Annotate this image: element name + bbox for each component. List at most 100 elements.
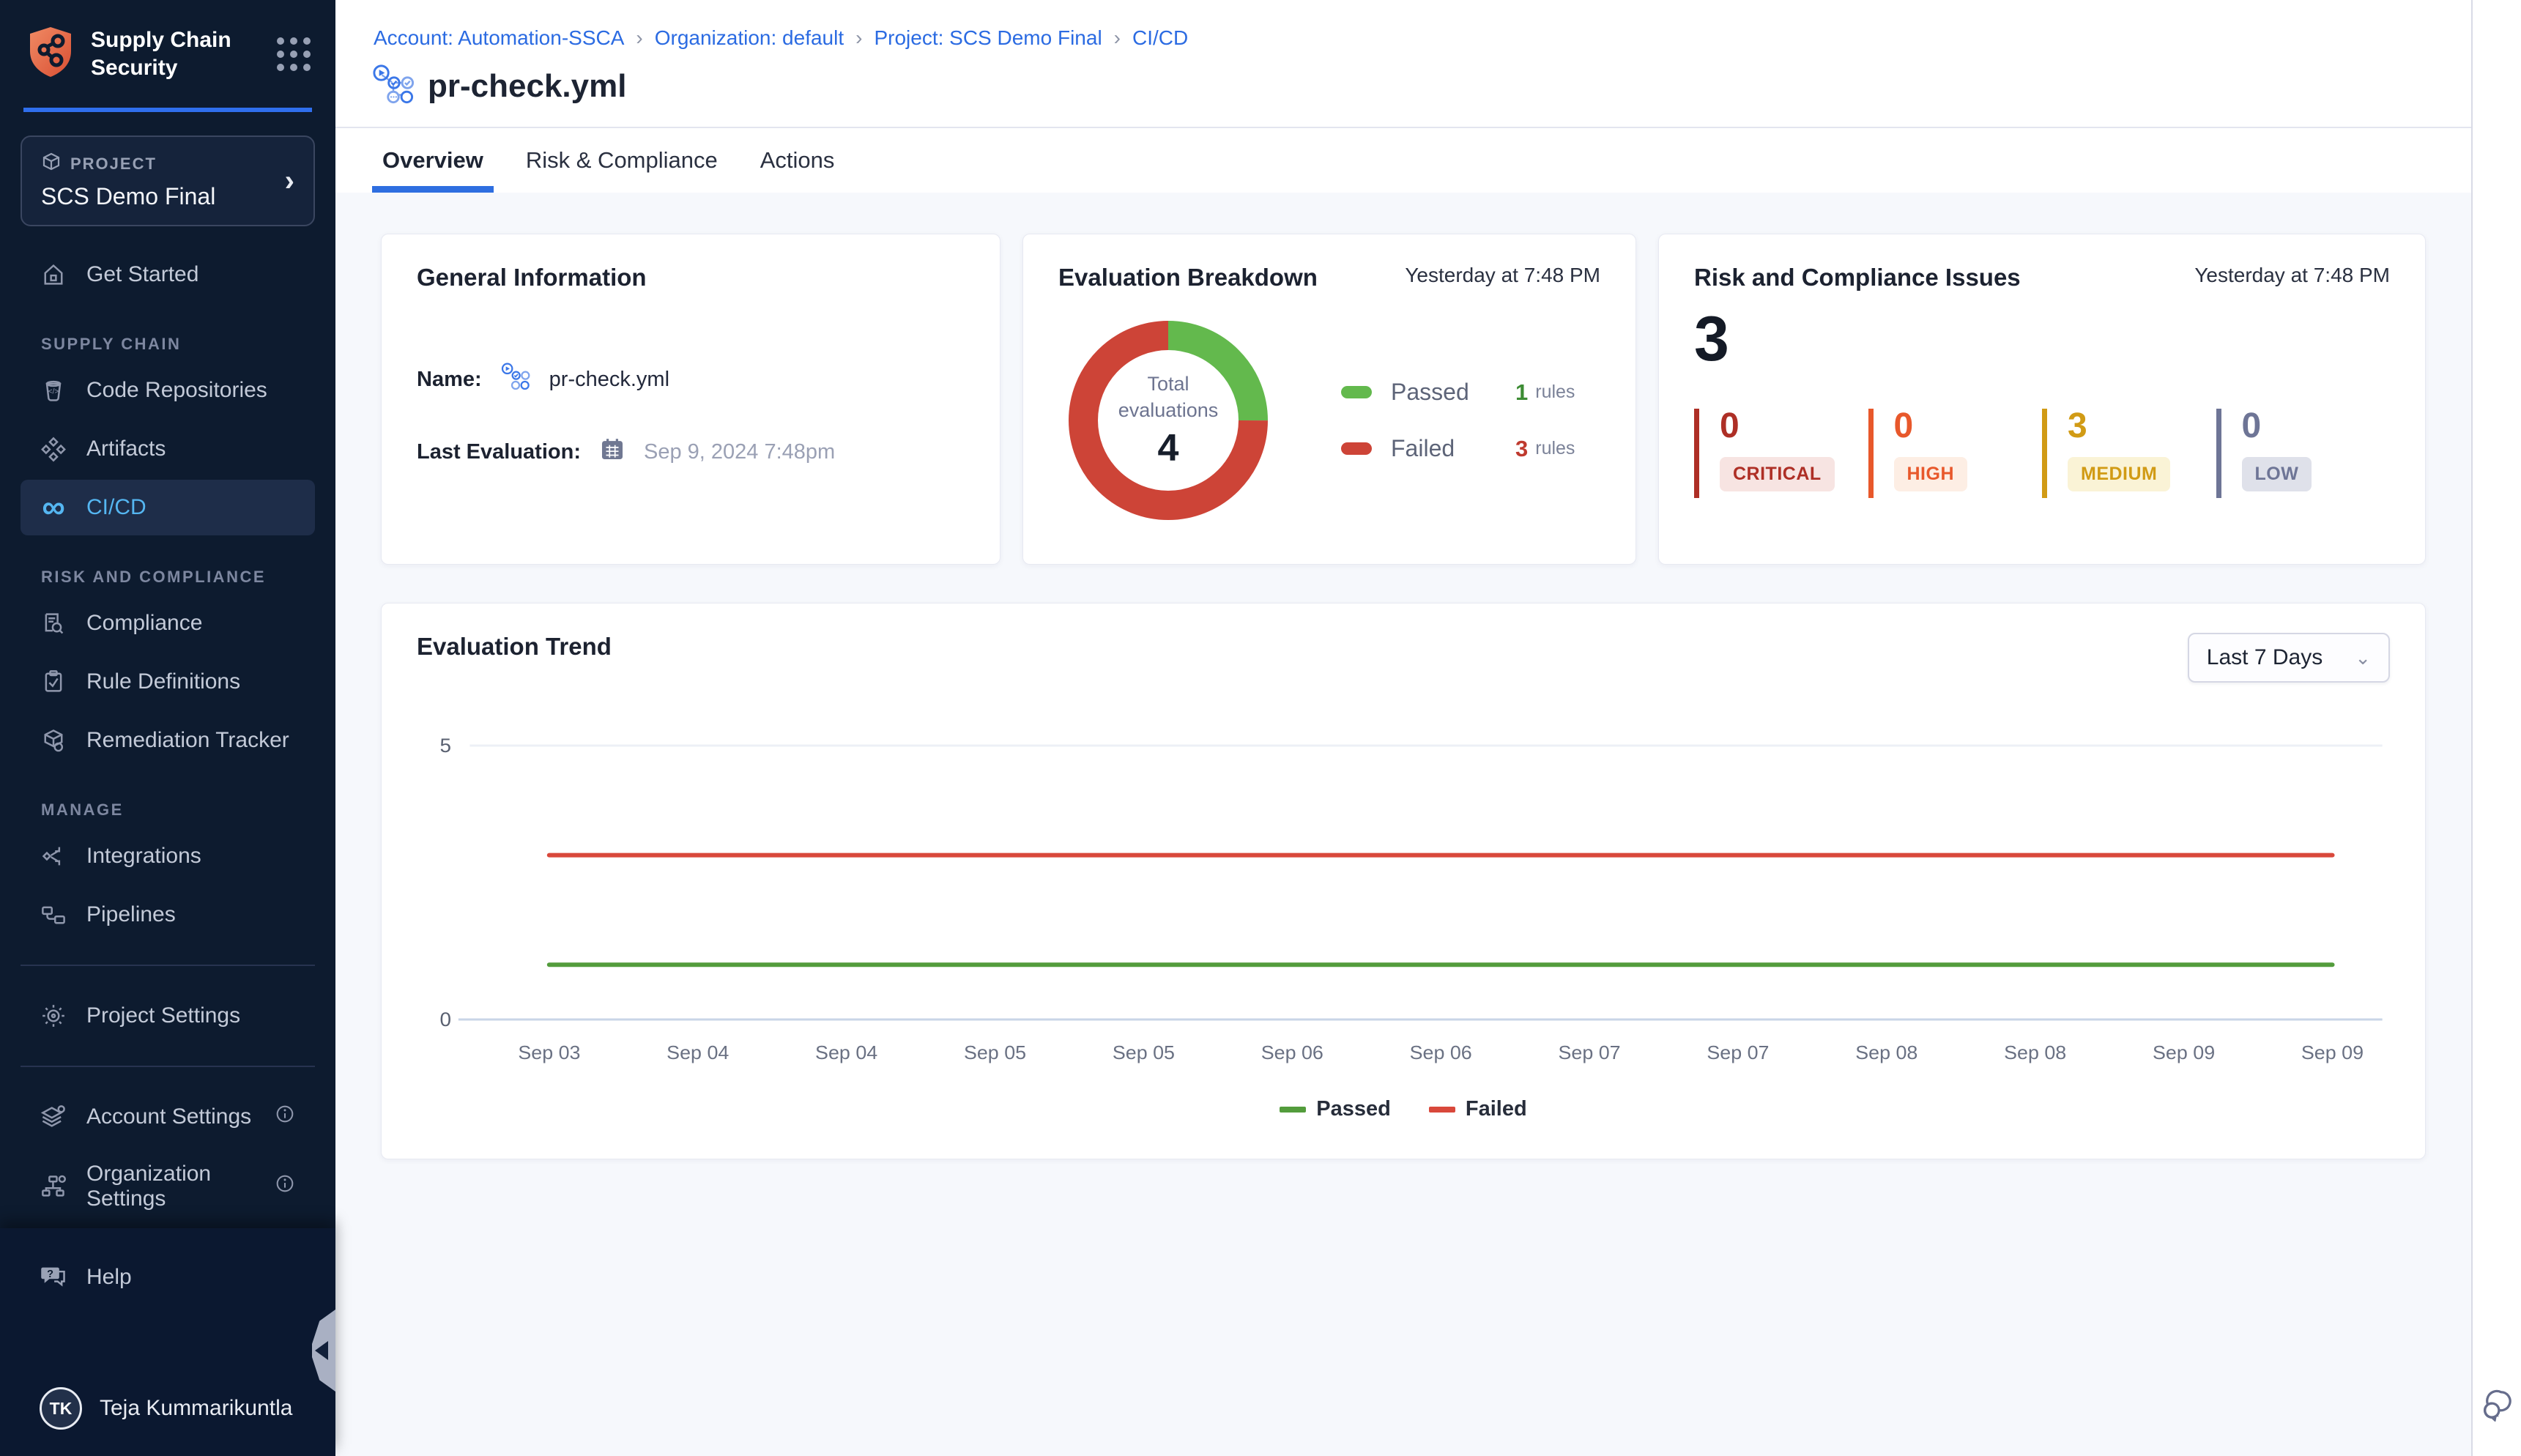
severity-breakdown: 0 CRITICAL 0 HIGH 3 MEDIUM 0 LOW — [1694, 409, 2390, 498]
svg-text:Sep 03: Sep 03 — [518, 1041, 580, 1063]
critical-badge: CRITICAL — [1720, 457, 1835, 491]
sidebar-item-help[interactable]: ? Help — [21, 1256, 315, 1299]
legend-label: Passed — [1391, 379, 1469, 405]
project-selector[interactable]: PROJECT SCS Demo Final › — [21, 135, 315, 227]
sidebar-item-label: Compliance — [86, 611, 203, 636]
breadcrumb-project-link[interactable]: Project: SCS Demo Final — [874, 26, 1102, 49]
passed-pill-icon — [1341, 386, 1372, 398]
sidebar-item-label: Organization Settings — [86, 1162, 212, 1211]
tab-risk-compliance[interactable]: Risk & Compliance — [525, 147, 718, 173]
main-area: Account: Automation-SSCA › Organization: d… — [335, 0, 2471, 1456]
chat-bubbles-icon[interactable] — [2480, 1388, 2514, 1425]
sidebar-item-integrations[interactable]: Integrations — [21, 828, 315, 884]
name-row: Name: pr-check.yml — [417, 362, 965, 397]
info-icon[interactable] — [274, 1173, 296, 1200]
passed-line-swatch — [1280, 1106, 1307, 1113]
sidebar-item-pipelines[interactable]: Pipelines — [21, 887, 315, 943]
legend-unit: rules — [1535, 438, 1575, 458]
sidebar-item-label: Project Settings — [86, 1003, 241, 1028]
tab-overview[interactable]: Overview — [372, 128, 494, 193]
avatar: TK — [40, 1387, 82, 1430]
project-label: PROJECT — [70, 154, 157, 173]
section-risk-and-compliance: RISK AND COMPLIANCE — [41, 568, 267, 587]
svg-text:Sep 09: Sep 09 — [2153, 1041, 2215, 1063]
svg-text:Sep 09: Sep 09 — [2301, 1041, 2364, 1063]
svg-text:0: 0 — [440, 1008, 452, 1030]
timestamp: Yesterday at 7:48 PM — [2194, 264, 2390, 286]
time-range-dropdown[interactable]: Last 7 Days ⌄ — [2187, 633, 2390, 683]
org-hierarchy-gear-icon — [40, 1173, 67, 1200]
sidebar-item-cicd[interactable]: ∞ CI/CD — [21, 480, 315, 536]
trend-legend: Passed Failed — [417, 1097, 2390, 1121]
total-issues-value: 3 — [1694, 304, 1729, 374]
general-information-card: General Information Name: — [381, 234, 1000, 565]
sidebar-item-organization-settings[interactable]: Organization Settings — [21, 1148, 315, 1225]
failed-line-swatch — [1428, 1106, 1455, 1113]
legend-label: Failed — [1465, 1097, 1527, 1121]
card-title: Evaluation Breakdown — [1058, 264, 1318, 291]
critical-count: 0 — [1720, 406, 1740, 445]
sidebar-item-artifacts[interactable]: Artifacts — [21, 421, 315, 477]
section-supply-chain: SUPPLY CHAIN — [41, 335, 182, 354]
sidebar-item-account-settings[interactable]: Account Settings — [21, 1089, 315, 1145]
severity-low: 0 LOW — [2216, 409, 2391, 498]
sidebar-item-label: Account Settings — [86, 1104, 252, 1129]
infinity-icon: ∞ — [42, 489, 65, 526]
sidebar-item-code-repositories[interactable]: </> Code Repositories — [21, 363, 315, 418]
sidebar-nav: Get Started SUPPLY CHAIN </> Code Reposi… — [0, 234, 335, 1228]
sidebar-footer: ? Help TK Teja Kummarikuntla — [0, 1228, 335, 1456]
medium-count: 3 — [2068, 406, 2087, 445]
legend-value: 3 — [1515, 435, 1529, 461]
severity-critical: 0 CRITICAL — [1694, 409, 1868, 498]
chevron-down-icon: ⌄ — [2355, 646, 2371, 669]
legend-passed: Passed — [1280, 1097, 1391, 1121]
svg-text:Sep 07: Sep 07 — [1707, 1041, 1769, 1063]
timestamp: Yesterday at 7:48 PM — [1405, 264, 1600, 286]
help-chat-icon: ? — [40, 1263, 67, 1291]
divider — [21, 1066, 315, 1068]
layers-gear-icon — [40, 1103, 67, 1131]
right-rail — [2471, 0, 2521, 1456]
supply-chain-security-logo-icon — [26, 25, 75, 83]
breadcrumb-separator: › — [1113, 26, 1121, 49]
pipeline-icon — [372, 63, 415, 109]
legend-value: 1 — [1515, 379, 1529, 405]
last-evaluation-label: Last Evaluation: — [417, 439, 581, 464]
cube-icon — [41, 152, 62, 176]
code-repository-icon: </> — [40, 376, 67, 404]
sidebar-item-label: CI/CD — [86, 495, 146, 520]
user-profile[interactable]: TK Teja Kummarikuntla — [21, 1380, 315, 1437]
donut-center-label: Total evaluations — [1118, 372, 1219, 421]
app-title: Supply Chain Security — [91, 28, 231, 80]
high-badge: HIGH — [1893, 457, 1967, 491]
last-evaluation-value: Sep 9, 2024 7:48pm — [644, 439, 836, 464]
sidebar-item-remediation-tracker[interactable]: Remediation Tracker — [21, 713, 315, 768]
sidebar-item-rule-definitions[interactable]: Rule Definitions — [21, 654, 315, 710]
home-icon — [40, 261, 67, 289]
card-title: General Information — [417, 264, 647, 291]
card-title: Evaluation Trend — [417, 633, 612, 660]
integrations-icon — [40, 842, 67, 870]
breadcrumb-cicd-link[interactable]: CI/CD — [1132, 26, 1189, 49]
divider — [335, 127, 2471, 128]
sidebar-item-label: Integrations — [86, 844, 201, 869]
info-icon[interactable] — [274, 1103, 296, 1131]
sidebar: Supply Chain Security PROJECT SCS Demo F… — [0, 0, 335, 1456]
breadcrumb-organization-link[interactable]: Organization: default — [654, 26, 844, 49]
sidebar-item-project-settings[interactable]: Project Settings — [21, 988, 315, 1044]
app-switcher-grid-icon[interactable] — [277, 37, 311, 71]
app-header: Supply Chain Security — [0, 0, 335, 100]
legend-unit: rules — [1535, 382, 1575, 402]
sidebar-item-compliance[interactable]: Compliance — [21, 595, 315, 651]
legend-row-failed: Failed 3 rules — [1341, 435, 1575, 462]
svg-text:Sep 08: Sep 08 — [2004, 1041, 2066, 1063]
name-value: pr-check.yml — [549, 367, 670, 391]
page-title-row: pr-check.yml — [335, 50, 2471, 127]
breadcrumb-account-link[interactable]: Account: Automation-SSCA — [374, 26, 625, 49]
last-evaluation-row: Last Evaluation: Sep 9 — [417, 437, 965, 467]
sidebar-item-label: Get Started — [86, 262, 199, 287]
sidebar-item-get-started[interactable]: Get Started — [21, 247, 315, 302]
tab-actions[interactable]: Actions — [760, 147, 835, 173]
svg-text:Sep 08: Sep 08 — [1855, 1041, 1917, 1063]
evaluation-trend-line-chart: 0 5 Sep 03 Sep 04 Sep 04 Sep 05 Sep 05 Sep 06 Se… — [417, 718, 2390, 1084]
